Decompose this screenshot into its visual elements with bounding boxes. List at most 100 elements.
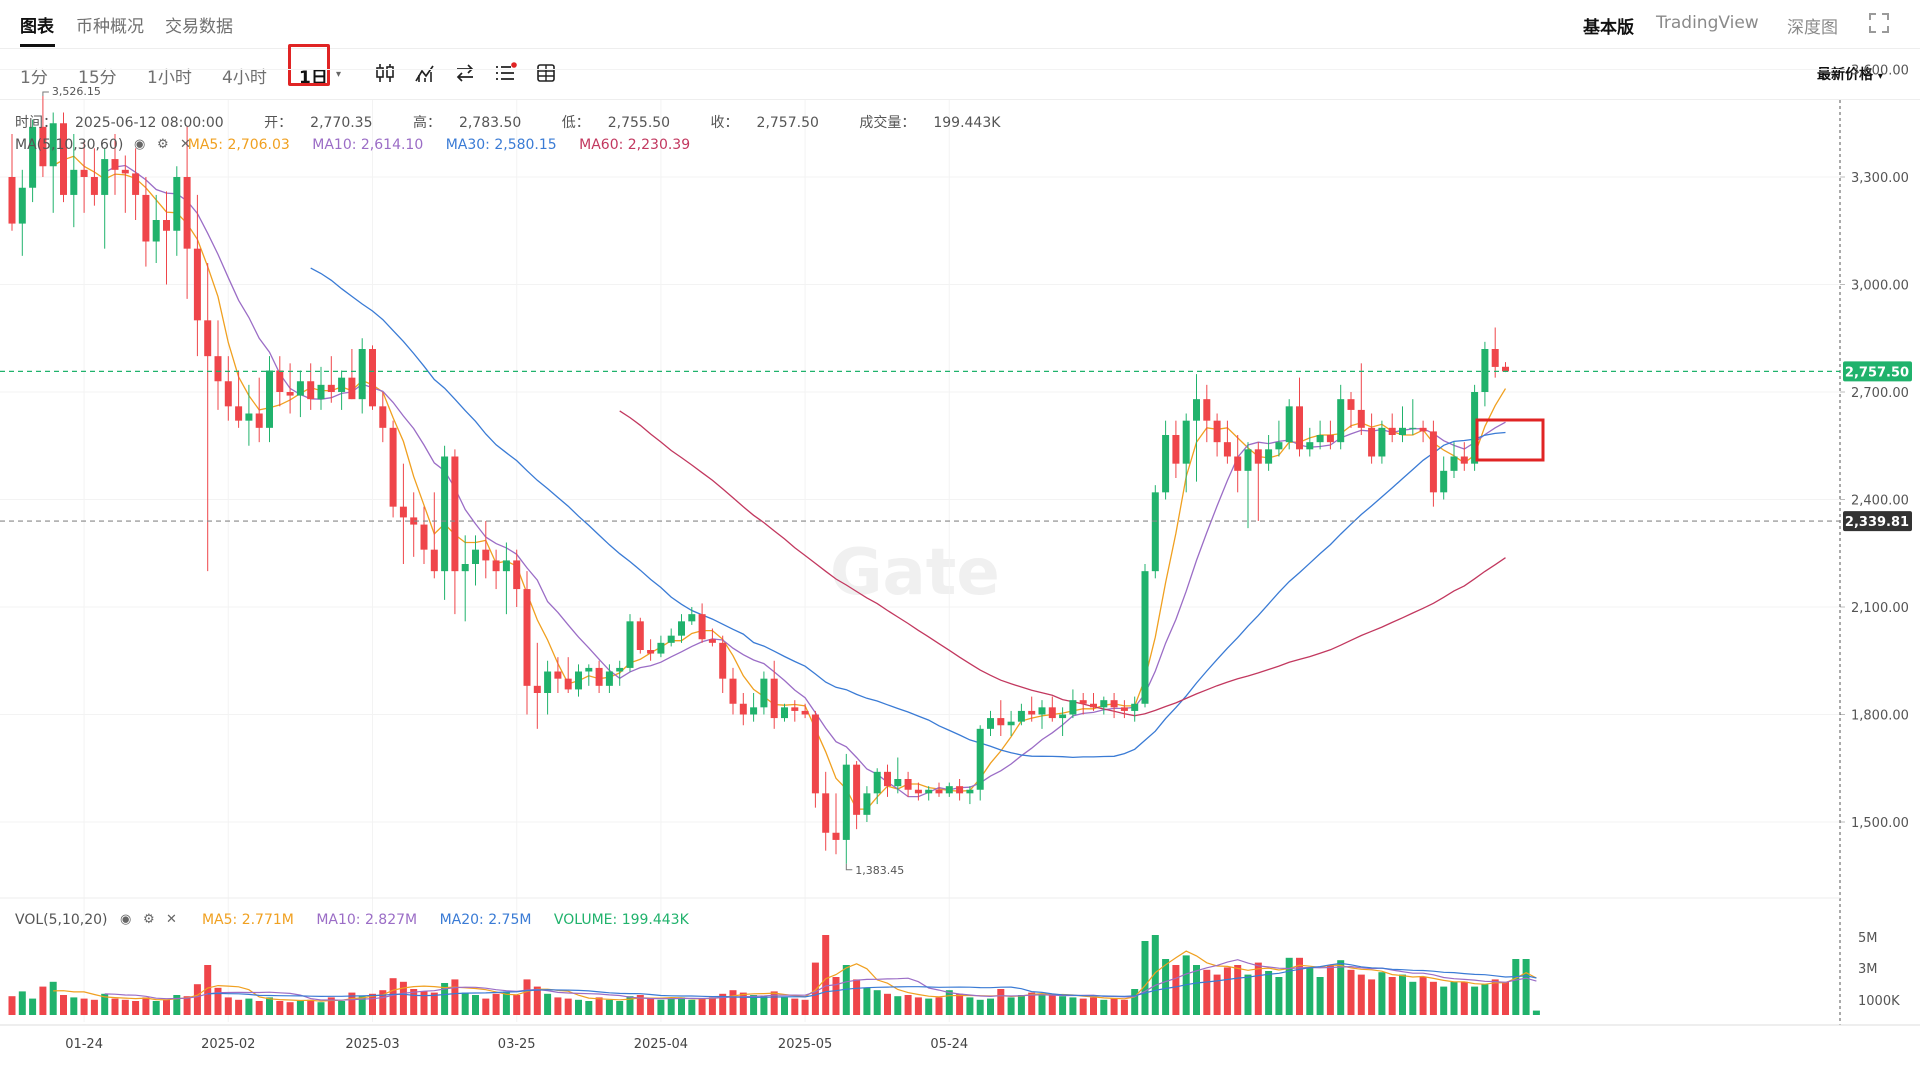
candle-body — [492, 560, 500, 572]
volume-bar — [1017, 995, 1025, 1015]
candle-body — [873, 771, 881, 794]
candle-body — [1337, 399, 1345, 443]
candle-body — [286, 392, 294, 396]
date-tick-label: 2025-03 — [345, 1037, 399, 1052]
ma-lines — [52, 155, 1507, 810]
volume-bar — [647, 998, 655, 1015]
view-tradingview[interactable]: TradingView — [1656, 13, 1759, 33]
interval-dropdown-caret[interactable]: ▾ — [336, 69, 342, 80]
volume-bar — [1265, 971, 1273, 1015]
volume-bar — [1203, 969, 1211, 1015]
volume-bar — [976, 999, 984, 1015]
tab-coin-overview[interactable]: 币种概况 — [76, 17, 144, 37]
interval-1m[interactable]: 1分 — [20, 68, 48, 88]
volume-bar — [307, 999, 315, 1015]
volume-bar — [678, 997, 685, 1015]
view-depth-chart[interactable]: 深度图 — [1787, 18, 1838, 38]
volume-bar — [1306, 967, 1314, 1015]
candle — [111, 134, 119, 195]
candle — [142, 177, 150, 267]
indicators-icon[interactable] — [413, 61, 437, 85]
tab-trading-data[interactable]: 交易数据 — [165, 17, 233, 37]
layout-icon[interactable] — [534, 61, 558, 85]
view-basic[interactable]: 基本版 — [1583, 18, 1634, 38]
volume-bar — [1151, 935, 1159, 1015]
candle — [1419, 420, 1427, 443]
volume-bar — [1090, 997, 1097, 1015]
candle-body — [832, 832, 840, 840]
candle — [224, 356, 232, 421]
volume-bar — [1234, 965, 1242, 1015]
candle-body — [770, 678, 778, 719]
candle-body — [1059, 714, 1067, 719]
time-legend: 时间： 2025-06-12 08:00:00 — [15, 115, 224, 131]
candle-body — [1471, 392, 1479, 464]
candle — [348, 349, 356, 400]
vol-eye-icon[interactable]: ◉ — [120, 912, 132, 927]
candle — [997, 700, 1005, 736]
price-tick-label: 1,500.00 — [1851, 816, 1909, 831]
settings-icon[interactable]: ⚙ — [157, 137, 169, 152]
candle — [121, 155, 129, 213]
interval-1h[interactable]: 1小时 — [147, 68, 192, 88]
volume-bar — [204, 965, 212, 1015]
volume-bar — [987, 998, 994, 1015]
volume-bar — [502, 991, 510, 1015]
candle — [1265, 435, 1273, 471]
candle — [132, 148, 140, 220]
candle — [317, 366, 325, 410]
grid-lines — [0, 69, 1840, 1022]
settings-list-icon[interactable] — [493, 61, 517, 85]
candle — [1079, 693, 1087, 715]
volume-bar — [461, 992, 469, 1015]
volume-bar — [1069, 997, 1077, 1015]
volume-bar — [1028, 992, 1036, 1015]
eye-icon[interactable]: ◉ — [134, 137, 146, 152]
candle-body — [1193, 399, 1200, 421]
volume-bar — [60, 995, 67, 1015]
candle-body — [657, 642, 665, 654]
high-marker — [42, 91, 49, 96]
candle — [1244, 442, 1252, 529]
low-legend: 低： 2,755.50 — [561, 115, 671, 131]
vol-ma5-legend: MA5: 2.771M — [201, 912, 294, 928]
ref-price-label: 2,339.81 — [1845, 515, 1909, 530]
candle-body — [1285, 406, 1293, 443]
volume-bar — [1162, 959, 1170, 1015]
vol-settings-icon[interactable]: ⚙ — [143, 912, 155, 927]
candle — [884, 764, 891, 797]
interval-4h[interactable]: 4小时 — [222, 68, 267, 88]
candle-body — [482, 549, 490, 561]
candle — [1048, 696, 1056, 722]
candle-body — [430, 549, 438, 572]
volume-bar — [1213, 974, 1221, 1015]
close-icon[interactable]: ✕ — [180, 137, 191, 152]
candle — [1337, 384, 1345, 450]
candle-body — [997, 718, 1005, 726]
vol-close-icon[interactable]: ✕ — [166, 912, 177, 927]
interval-15m[interactable]: 15分 — [78, 68, 117, 88]
candle-body — [379, 406, 387, 428]
volume-bar — [533, 986, 541, 1015]
price-type-select[interactable]: 最新价格 ▾ — [1817, 64, 1883, 84]
expand-icon[interactable] — [1868, 12, 1890, 34]
candle-body — [121, 169, 129, 174]
tab-chart[interactable]: 图表 — [20, 17, 54, 37]
volume-bar — [29, 998, 37, 1015]
candle — [1296, 377, 1303, 457]
candle-body — [39, 126, 47, 167]
candlestick-icon[interactable] — [373, 61, 397, 85]
ma-legend-name: MA(5,10,30,60) — [15, 137, 124, 153]
last-price-tag — [1843, 361, 1912, 382]
candle — [39, 95, 47, 177]
candle-body — [1162, 435, 1170, 493]
ma60-line — [619, 410, 1506, 717]
volume-bar — [39, 986, 47, 1015]
candle — [636, 617, 644, 654]
candle — [987, 710, 994, 736]
candle — [193, 194, 201, 357]
volume-bar — [544, 993, 552, 1015]
candle-body — [276, 370, 284, 392]
volume-bar — [472, 995, 479, 1015]
